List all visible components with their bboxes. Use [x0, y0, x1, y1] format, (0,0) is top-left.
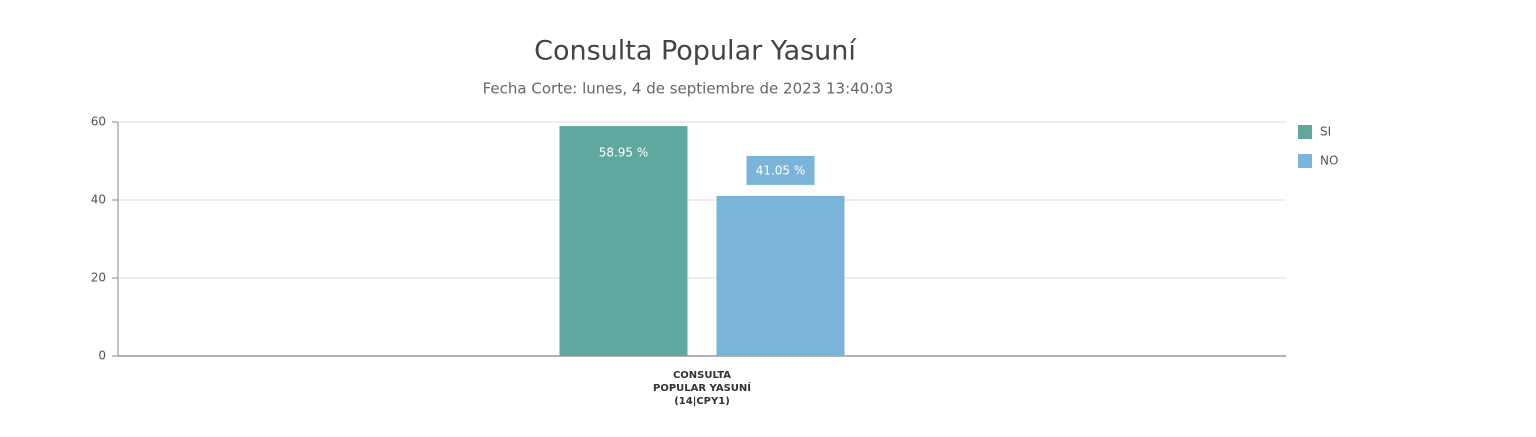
x-tick-label: CONSULTA POPULAR YASUNÍ (14|CPY1) — [652, 370, 751, 407]
bar — [716, 195, 845, 356]
chart-subtitle: Fecha Corte: lunes, 4 de septiembre de 2… — [483, 80, 894, 98]
legend-swatch — [1298, 125, 1312, 139]
value-label: 58.95 % — [599, 146, 649, 160]
y-tick-label: 40 — [91, 193, 106, 207]
value-label-box — [746, 155, 815, 185]
legend-label: SI — [1320, 125, 1331, 139]
chart-title: Consulta Popular Yasuní — [534, 36, 857, 67]
y-tick-label: 0 — [98, 349, 106, 363]
bar — [559, 126, 688, 356]
y-tick-label: 60 — [91, 115, 106, 129]
legend-label: NO — [1320, 154, 1338, 168]
value-label: 41.05 % — [756, 163, 806, 177]
y-tick-label: 20 — [91, 271, 106, 285]
legend-swatch — [1298, 154, 1312, 168]
